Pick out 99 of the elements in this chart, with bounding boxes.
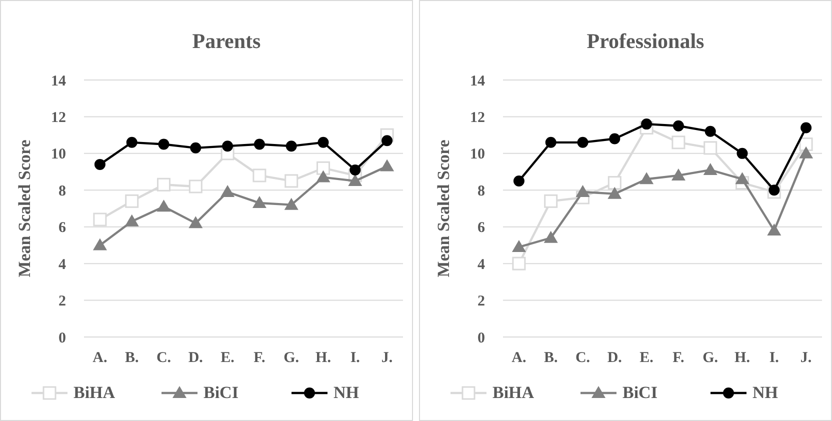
x-tick-label: I. xyxy=(769,350,780,366)
point xyxy=(736,148,748,159)
x-tick-label: G. xyxy=(284,350,300,366)
point xyxy=(641,118,652,130)
point xyxy=(382,135,393,146)
point xyxy=(124,214,139,226)
x-tick-label: B. xyxy=(544,350,558,366)
x-tick-label: A. xyxy=(92,350,108,366)
x-tick-label: H. xyxy=(734,350,750,366)
point xyxy=(800,122,812,134)
point xyxy=(577,136,588,148)
legend-label: BiHA xyxy=(492,383,535,402)
point xyxy=(125,194,139,208)
point xyxy=(704,141,718,155)
point xyxy=(92,238,107,250)
y-tick-label: 8 xyxy=(58,183,66,200)
point xyxy=(156,200,171,212)
x-tick-label: A. xyxy=(512,350,526,366)
y-tick-label: 14 xyxy=(51,73,66,90)
point xyxy=(158,138,170,150)
point xyxy=(576,184,590,197)
point xyxy=(348,174,362,186)
y-tick-label: 10 xyxy=(51,146,66,163)
chart-title: Parents xyxy=(192,29,261,53)
y-tick-label: 6 xyxy=(478,220,486,236)
point xyxy=(252,168,266,182)
y-tick-label: 14 xyxy=(470,73,486,90)
x-tick-label: D. xyxy=(607,350,622,366)
point xyxy=(254,138,265,150)
x-tick-label: J. xyxy=(800,350,812,366)
y-tick-label: 0 xyxy=(478,330,485,346)
point xyxy=(512,240,526,252)
point xyxy=(512,256,526,270)
point xyxy=(318,136,329,148)
point xyxy=(640,172,654,184)
point xyxy=(513,175,524,186)
y-tick-label: 6 xyxy=(58,220,66,236)
point xyxy=(768,184,780,196)
chart-title: Professionals xyxy=(586,29,704,53)
x-tick-label: G. xyxy=(702,350,718,366)
x-tick-label: C. xyxy=(575,350,590,366)
y-tick-label: 0 xyxy=(58,330,66,346)
point xyxy=(284,198,298,210)
y-tick-label: 2 xyxy=(58,294,66,310)
point xyxy=(672,120,684,132)
point xyxy=(222,140,234,152)
point xyxy=(316,161,330,175)
x-tick-label: E. xyxy=(640,350,654,366)
legend-label: BiCI xyxy=(622,383,658,402)
y-axis-title: Mean Scaled Score xyxy=(434,139,453,278)
point xyxy=(190,142,202,154)
y-tick-label: 8 xyxy=(478,183,485,200)
x-tick-label: F. xyxy=(254,350,266,366)
y-axis-title: Mean Scaled Score xyxy=(15,139,34,278)
point xyxy=(188,180,202,194)
x-tick-label: J. xyxy=(381,350,393,366)
point xyxy=(126,136,138,148)
x-tick-label: D. xyxy=(188,350,204,366)
x-tick-label: I. xyxy=(350,350,360,366)
x-tick-label: B. xyxy=(124,350,139,366)
legend-label: BiHA xyxy=(74,383,116,402)
point xyxy=(704,126,716,137)
x-tick-label: F. xyxy=(672,350,684,366)
point xyxy=(350,164,361,176)
point xyxy=(380,159,394,172)
point xyxy=(672,136,686,150)
point xyxy=(284,174,298,188)
point xyxy=(220,184,235,197)
point xyxy=(544,194,558,208)
point xyxy=(545,136,556,148)
y-tick-label: 12 xyxy=(470,110,485,126)
point xyxy=(608,176,622,190)
legend-label: NH xyxy=(334,383,359,402)
point xyxy=(703,162,718,175)
y-tick-label: 10 xyxy=(470,146,485,163)
point xyxy=(188,216,203,228)
point xyxy=(252,196,266,208)
legend-label: NH xyxy=(752,383,778,402)
x-tick-label: E. xyxy=(220,350,235,366)
y-tick-label: 4 xyxy=(58,256,66,273)
point xyxy=(609,133,620,144)
y-tick-label: 12 xyxy=(51,110,66,126)
point xyxy=(286,140,297,152)
point xyxy=(93,212,107,226)
x-tick-label: H. xyxy=(316,350,332,366)
point xyxy=(94,158,106,170)
point xyxy=(671,168,686,180)
point xyxy=(608,186,622,199)
legend-label: BiCI xyxy=(204,383,239,402)
point xyxy=(544,230,558,243)
point xyxy=(316,170,330,182)
point xyxy=(767,224,782,236)
point xyxy=(735,172,750,184)
point xyxy=(799,138,813,151)
point xyxy=(799,146,814,158)
point xyxy=(157,178,170,192)
y-tick-label: 2 xyxy=(478,294,485,310)
y-tick-label: 4 xyxy=(478,256,486,273)
x-tick-label: C. xyxy=(156,350,172,366)
